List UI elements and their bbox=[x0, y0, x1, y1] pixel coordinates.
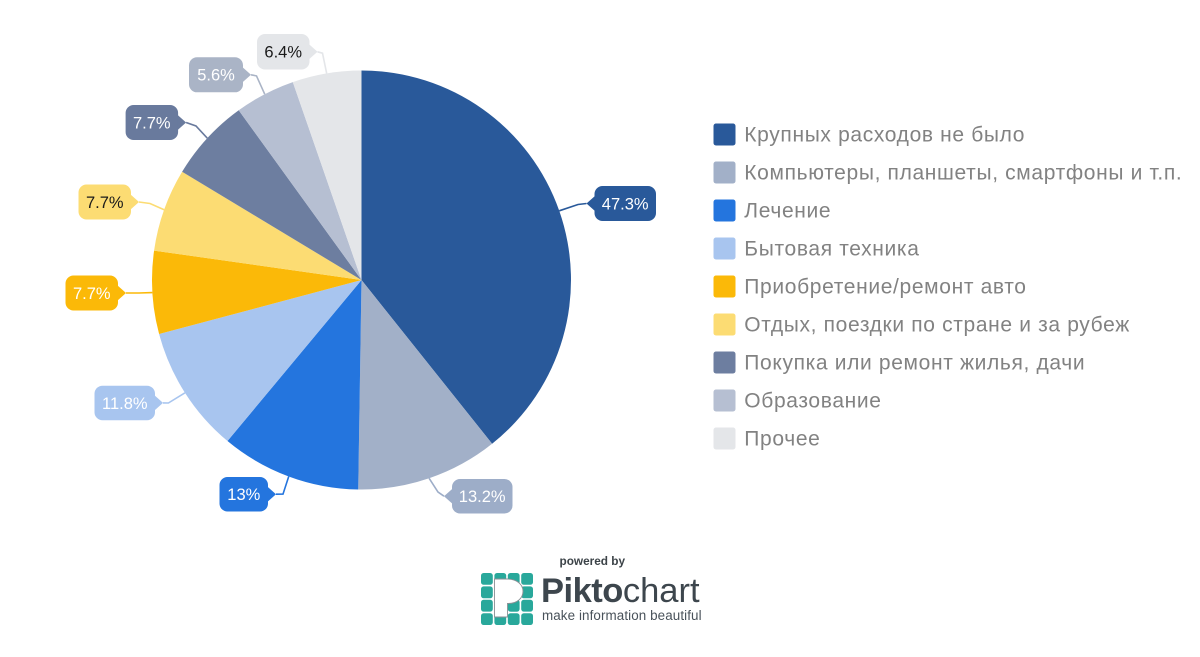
svg-text:Крупных расходов не было: Крупных расходов не было bbox=[744, 124, 1025, 147]
svg-text:powered by: powered by bbox=[560, 554, 626, 568]
svg-text:make information beautiful: make information beautiful bbox=[542, 608, 702, 623]
svg-text:6.4%: 6.4% bbox=[264, 44, 302, 62]
svg-text:7.7%: 7.7% bbox=[73, 285, 111, 303]
svg-text:Прочее: Прочее bbox=[744, 428, 820, 451]
svg-text:Лечение: Лечение bbox=[744, 200, 831, 223]
svg-text:Бытовая техника: Бытовая техника bbox=[744, 238, 919, 261]
svg-text:Покупка или ремонт жилья, дачи: Покупка или ремонт жилья, дачи bbox=[744, 352, 1085, 375]
svg-text:5.6%: 5.6% bbox=[197, 67, 235, 85]
svg-text:Отдых, поездки по стране и за: Отдых, поездки по стране и за рубеж bbox=[744, 314, 1130, 337]
svg-text:Piktochart: Piktochart bbox=[541, 572, 700, 610]
svg-text:Компьютеры, планшеты, смартфон: Компьютеры, планшеты, смартфоны и т.п. bbox=[744, 162, 1182, 185]
svg-text:Образование: Образование bbox=[744, 390, 881, 413]
svg-text:13%: 13% bbox=[227, 486, 260, 504]
svg-text:13.2%: 13.2% bbox=[459, 488, 506, 506]
svg-text:7.7%: 7.7% bbox=[86, 194, 124, 212]
svg-text:11.8%: 11.8% bbox=[102, 395, 148, 413]
svg-text:7.7%: 7.7% bbox=[133, 114, 171, 132]
svg-text:47.3%: 47.3% bbox=[602, 195, 649, 213]
svg-text:Приобретение/ремонт авто: Приобретение/ремонт авто bbox=[744, 276, 1026, 299]
